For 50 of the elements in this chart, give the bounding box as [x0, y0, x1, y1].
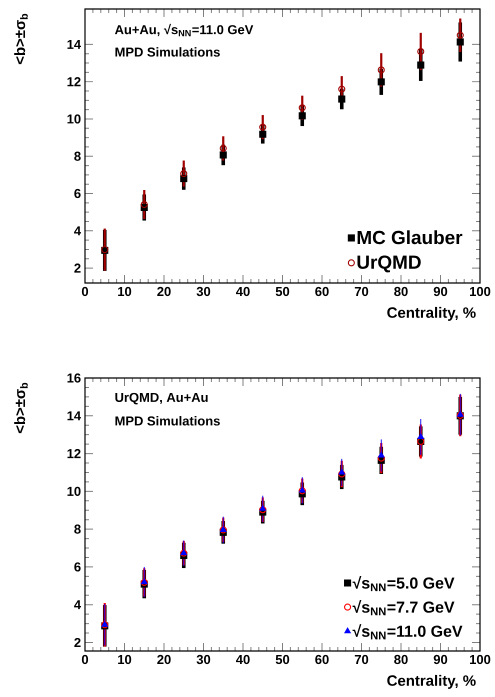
y-tick-label: 14 [67, 40, 82, 49]
annotation: MPD Simulations [115, 47, 220, 57]
x-tick-label: 80 [394, 654, 408, 664]
y-tick-label: 16 [67, 373, 81, 383]
legend-label: √s$_{NN}$=7.7 GeV [352, 600, 454, 616]
legend-label: √s$_{NN}$=5.0 GeV [352, 576, 454, 592]
y-tick-label: 14 [67, 411, 82, 420]
annotation: MPD Simulations [115, 416, 220, 426]
x-tick-label: 0 [82, 286, 88, 296]
x-tick-label: 70 [354, 286, 368, 296]
y-tick-label: 10 [67, 114, 81, 124]
annotation: UrQMD, Au+Au [115, 392, 208, 404]
x-tick-label: 20 [157, 654, 171, 664]
y-tick-label: 2 [74, 264, 81, 273]
x-tick-label: 100 [470, 286, 490, 296]
x-tick-label: 50 [276, 286, 290, 296]
x-tick-label: 10 [118, 654, 132, 664]
x-tick-label: 70 [354, 654, 368, 664]
y-tick-label: 6 [74, 562, 81, 572]
y-tick-label: 6 [74, 188, 81, 198]
y-tick-label: 2 [74, 638, 81, 648]
annotation: Au+Au, √s$_{NN}$=11.0 GeV [114, 24, 254, 36]
x-tick-label: 60 [315, 286, 329, 296]
y-tick-label: 4 [74, 600, 82, 610]
x-tick-label: 50 [276, 654, 290, 664]
x-tick-label: 90 [434, 286, 448, 296]
x-tick-label: 30 [196, 286, 210, 296]
x-axis-title: Centrality, % [387, 674, 476, 689]
x-tick-label: 10 [118, 286, 132, 296]
x-tick-label: 30 [196, 654, 210, 664]
y-tick-label: 4 [74, 226, 82, 236]
legend-label: UrQMD [357, 255, 421, 272]
x-tick-label: 0 [82, 654, 88, 664]
x-axis-title: Centrality, % [387, 306, 476, 321]
y-tick-label: 8 [74, 524, 81, 534]
x-tick-label: 20 [157, 286, 171, 296]
y-tick-label: 10 [67, 486, 81, 496]
y-axis-title: <b>±σ$_{b}$ [14, 14, 28, 64]
x-tick-label: 80 [394, 286, 408, 296]
legend-label: √s$_{NN}$=11.0 GeV [352, 624, 462, 640]
x-tick-label: 40 [236, 654, 250, 664]
y-axis-title: <b>±σ$_{b}$ [14, 382, 28, 434]
legend-label: MC Glauber [358, 230, 462, 244]
y-tick-label: 12 [67, 449, 81, 458]
x-tick-label: 100 [470, 654, 490, 664]
x-tick-label: 60 [315, 654, 329, 664]
x-tick-label: 40 [236, 286, 250, 296]
x-tick-label: 90 [434, 654, 448, 664]
y-tick-label: 12 [67, 77, 81, 86]
y-tick-label: 8 [74, 152, 81, 161]
